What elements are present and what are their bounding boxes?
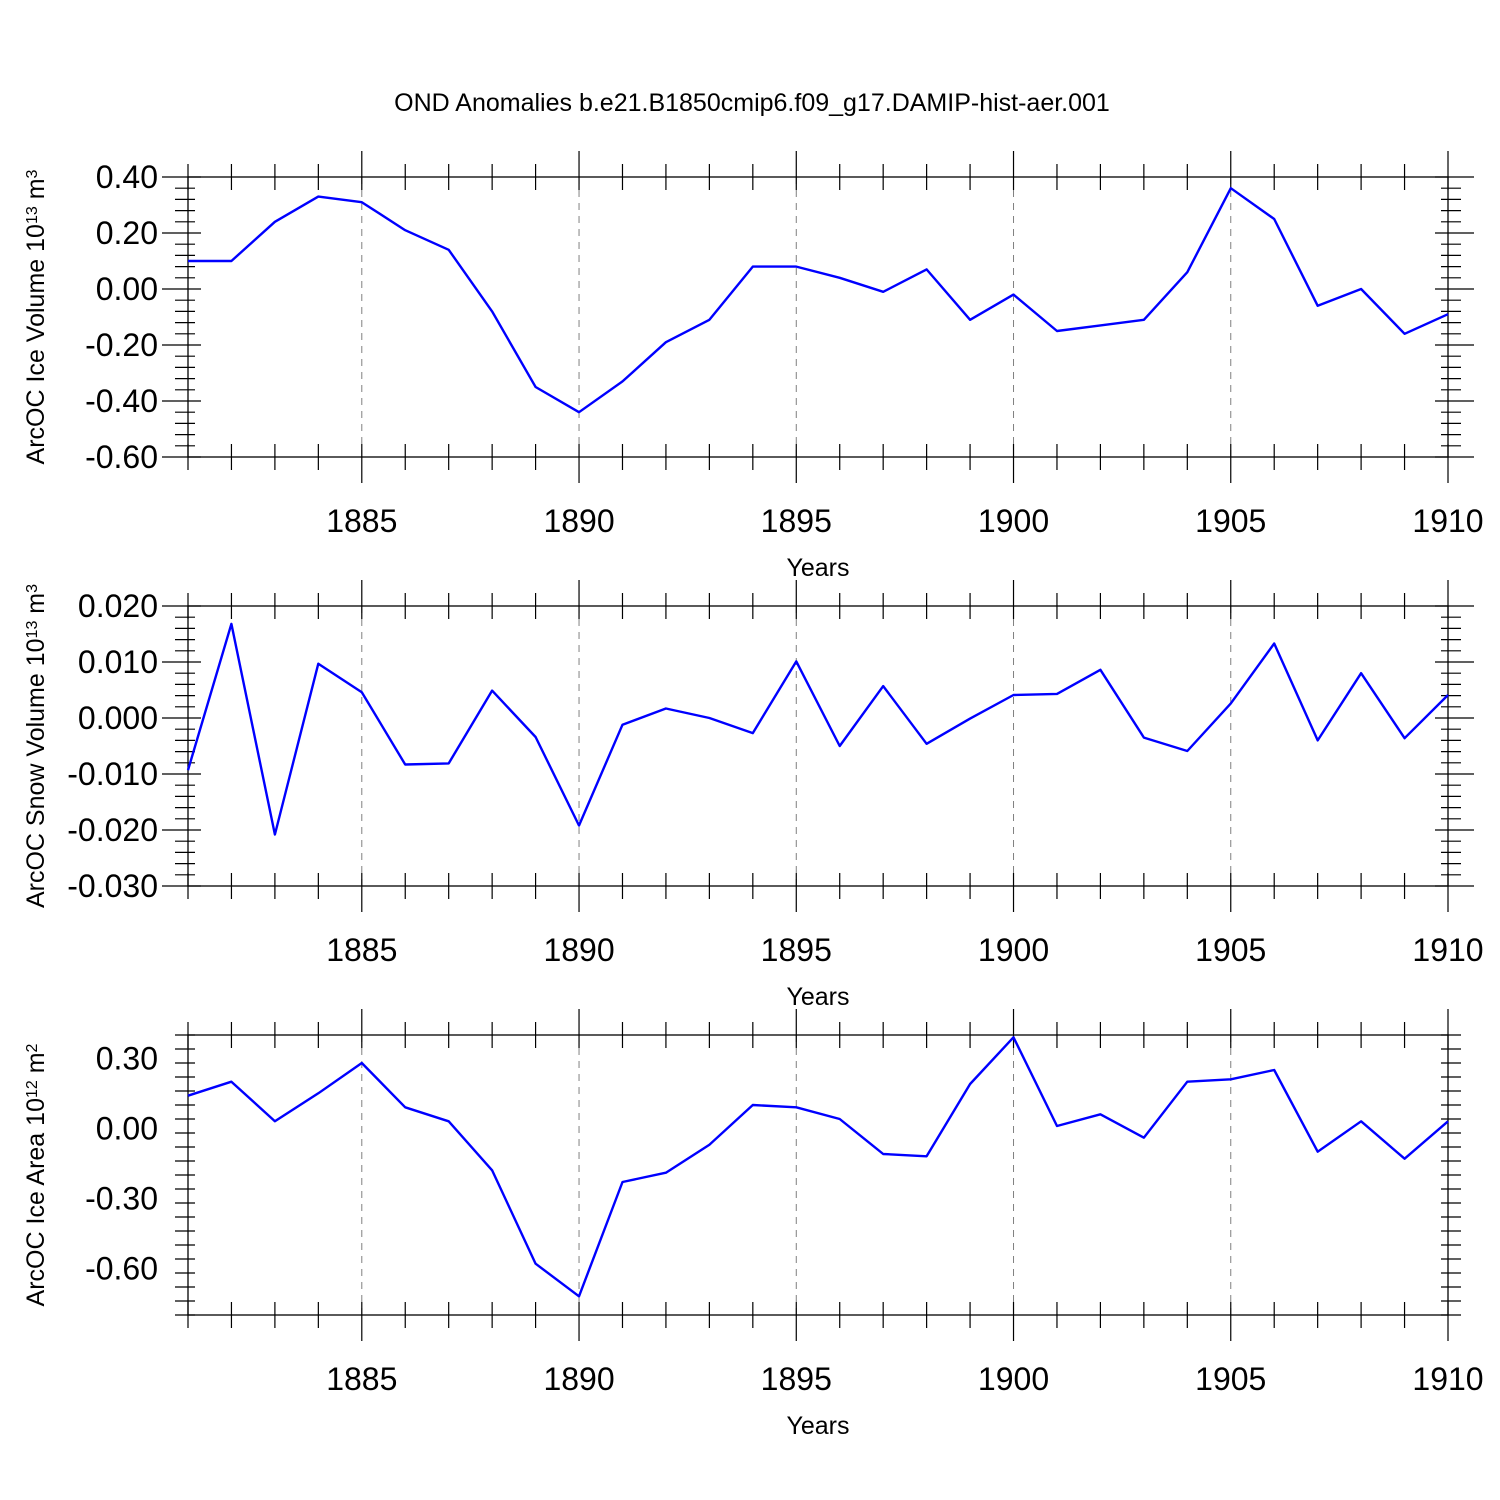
x-axis-label: Years — [786, 983, 849, 1011]
plot-frame — [187, 176, 1449, 458]
series-line-1 — [188, 186, 1449, 414]
x-axis-label: Years — [786, 554, 849, 582]
y-tick-label: 0.00 — [96, 271, 158, 307]
y-tick-label: 0.020 — [78, 588, 158, 624]
plot-frame — [187, 1034, 1449, 1316]
y-tick-label: -0.60 — [85, 439, 158, 475]
x-tick-label: 1900 — [978, 1361, 1049, 1397]
x-tick-label: 1905 — [1195, 1361, 1266, 1397]
series-line-1 — [186, 622, 1449, 836]
x-tick-label: 1890 — [543, 932, 614, 968]
y-tick-label: -0.030 — [67, 868, 158, 904]
panels: 1885 1890 1895 1900 1905 1910 -0.60 -0.40 -0.20 0… — [22, 151, 1484, 1440]
y-tick-label: -0.020 — [67, 812, 158, 848]
y-tick-label: -0.010 — [67, 756, 158, 792]
x-tick-label: 1885 — [326, 1361, 397, 1397]
x-tick-label: 1905 — [1195, 503, 1266, 539]
y-tick-label: -0.30 — [85, 1180, 158, 1216]
y-tick-label: 0.00 — [96, 1110, 158, 1146]
x-tick-label: 1885 — [326, 503, 397, 539]
x-tick-label: 1895 — [761, 932, 832, 968]
x-tick-label: 1900 — [978, 932, 1049, 968]
y-tick-label: 0.010 — [78, 644, 158, 680]
plot-frame — [187, 605, 1449, 887]
x-axis-label: Years — [786, 1412, 849, 1440]
x-tick-label: 1890 — [543, 503, 614, 539]
x-tick-label: 1895 — [761, 503, 832, 539]
y-axis-label: ArcOC Ice Area 1012 m2 — [22, 1043, 50, 1306]
y-tick-label: -0.40 — [85, 383, 158, 419]
y-axis-label: ArcOC Snow Volume 1013 m3 — [22, 584, 50, 908]
series-line-1 — [187, 1036, 1449, 1298]
y-tick-label: 0.000 — [78, 700, 158, 736]
y-axis-label: ArcOC Ice Volume 1013 m3 — [22, 169, 50, 464]
x-tick-label: 1910 — [1412, 932, 1483, 968]
x-tick-label: 1895 — [761, 1361, 832, 1397]
x-tick-label: 1900 — [978, 503, 1049, 539]
x-tick-label: 1910 — [1412, 503, 1483, 539]
y-tick-label: 0.30 — [96, 1040, 158, 1076]
panel-3: 1885 1890 1895 1900 1905 1910 -0.60 -0.30 0.00 0.… — [22, 1009, 1484, 1440]
y-tick-label: 0.40 — [96, 159, 158, 195]
panel-1: 1885 1890 1895 1900 1905 1910 -0.60 -0.40 -0.20 0… — [22, 151, 1484, 582]
y-tick-label: -0.60 — [85, 1250, 158, 1286]
x-tick-label: 1890 — [543, 1361, 614, 1397]
x-tick-label: 1910 — [1412, 1361, 1483, 1397]
y-tick-label: -0.20 — [85, 327, 158, 363]
x-tick-label: 1905 — [1195, 932, 1266, 968]
y-tick-label: 0.20 — [96, 215, 158, 251]
figure-title: OND Anomalies b.e21.B1850cmip6.f09_g17.D… — [394, 89, 1110, 117]
panel-2: 1885 1890 1895 1900 1905 1910 -0.030 -0.020 -0.0… — [22, 580, 1484, 1011]
x-tick-label: 1885 — [326, 932, 397, 968]
